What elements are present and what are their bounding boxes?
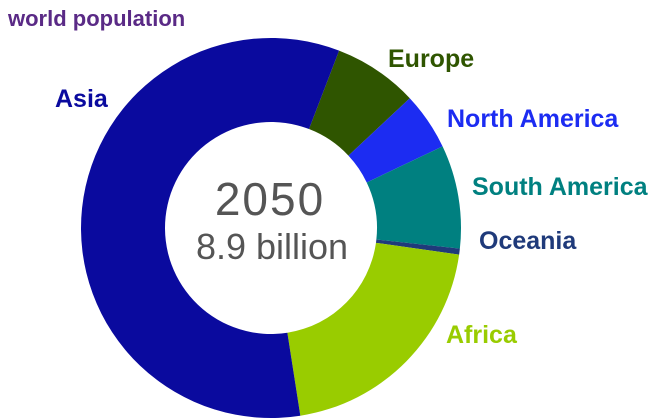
slice-oceania [375,239,460,255]
chart-title: world population [8,6,186,31]
slice-africa [287,242,460,416]
label-asia: Asia [55,85,109,113]
label-oceania: Oceania [479,227,577,255]
center-total-label: 8.9 billion [196,226,348,267]
label-north-america: North America [447,105,619,133]
center-year-label: 2050 [215,173,325,225]
slice-asia [81,38,340,418]
label-south-america: South America [472,173,649,201]
slice-north-america [348,98,443,183]
label-europe: Europe [388,45,474,73]
label-africa: Africa [446,321,518,349]
slice-south-america [366,146,461,249]
slice-europe [308,50,410,156]
